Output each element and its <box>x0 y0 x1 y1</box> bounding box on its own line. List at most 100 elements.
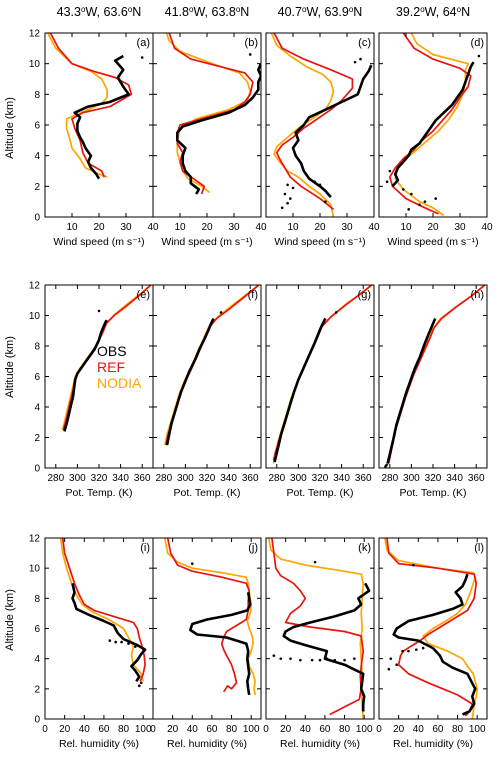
series-ref-line <box>166 538 251 693</box>
series-ref-line <box>61 538 146 682</box>
x-axis-label: Pot. Temp. (K) <box>174 487 241 499</box>
x-axis-label: Wind speed (m s⁻¹) <box>387 236 478 248</box>
x-tick-label: 280 <box>155 473 172 484</box>
series-obs-dot <box>385 180 389 184</box>
y-tick-label: 4 <box>34 403 40 414</box>
series-obs-dot <box>412 563 415 567</box>
panel-f: 280 300 320 340 360 (f) Pot. Temp. (K) <box>152 284 262 499</box>
ylabel-row-rh: Altitude (km) <box>4 589 16 651</box>
x-tick-label: 0 <box>263 724 269 735</box>
panel-letter: (f) <box>248 289 258 301</box>
legend-ref: REF <box>97 359 125 375</box>
x-tick-label: 10 <box>287 222 299 233</box>
y-tick-label: 10 <box>29 564 41 575</box>
column-title-1: 43.3oW, 63.6oN <box>57 5 142 20</box>
series-obs-dot <box>248 53 252 56</box>
x-tick-label: 40 <box>368 222 380 233</box>
panel-letter: (g) <box>358 289 371 301</box>
series-obs-dot <box>477 54 481 58</box>
series-obs-line <box>386 317 437 464</box>
series-obs-dot <box>353 657 356 660</box>
series-obs-dot <box>289 197 292 200</box>
series-obs-line <box>391 61 475 188</box>
panel-letter: (h) <box>471 289 484 301</box>
x-tick-label: 100 <box>135 724 152 735</box>
x-tick-label: 300 <box>290 473 307 484</box>
x-tick-label: 320 <box>91 473 108 484</box>
panel-letter: (b) <box>245 37 258 49</box>
y-tick-label: 4 <box>34 654 40 665</box>
x-tick-label: 100 <box>469 724 486 735</box>
series-obs-dot <box>114 640 117 644</box>
ylabel-row-wind: Altitude (km) <box>4 97 16 159</box>
series-obs-dot <box>291 186 295 190</box>
x-tick-label: 360 <box>134 473 151 484</box>
series-ref-line <box>273 33 354 210</box>
panel-letter: (e) <box>137 289 150 301</box>
series-obs-dot <box>134 645 137 648</box>
x-tick-label: 320 <box>312 473 329 484</box>
ylabel-row-theta: Altitude (km) <box>4 336 16 398</box>
y-tick-label: 2 <box>34 433 40 444</box>
y-tick-label: 4 <box>34 151 40 162</box>
x-tick-label: 20 <box>280 724 292 735</box>
series-ref-line <box>271 538 365 716</box>
series-obs-dot <box>407 208 411 211</box>
series-obs-dot <box>310 658 314 662</box>
series-obs-dot <box>402 188 405 191</box>
series-obs-dot <box>318 183 322 187</box>
x-tick-label: 360 <box>355 473 372 484</box>
x-axis-label: Rel. humidity (%) <box>167 738 247 750</box>
series-obs-dot <box>343 658 346 662</box>
x-tick-label: 60 <box>319 724 331 735</box>
column-title-2: 41.8oW, 63.8oN <box>165 5 250 20</box>
series-obs-dot <box>97 309 101 313</box>
series-obs-dot <box>283 192 287 196</box>
series-obs-dot <box>395 663 398 666</box>
x-axis-label: Rel. humidity (%) <box>59 738 139 750</box>
series-obs-dot <box>421 646 425 650</box>
x-tick-label: 340 <box>220 473 237 484</box>
panel-letter: (c) <box>358 37 371 49</box>
x-axis-label: Pot. Temp. (K) <box>287 487 354 499</box>
series-obs-dot <box>279 657 283 660</box>
x-axis-label: Rel. humidity (%) <box>280 738 360 750</box>
x-tick-label: 0 <box>150 724 156 735</box>
panel-letter: (d) <box>471 37 484 49</box>
panel-frame <box>265 284 375 469</box>
x-tick-label: 60 <box>432 724 444 735</box>
series-obs-dot <box>385 463 388 467</box>
y-tick-label: 2 <box>34 684 40 695</box>
series-obs-dot <box>388 169 392 173</box>
x-tick-label: 30 <box>341 222 353 233</box>
x-tick-label: 300 <box>177 473 194 484</box>
column-title-4: 39.2oW, 64oN <box>396 5 470 20</box>
y-tick-label: 12 <box>29 281 41 292</box>
column-titles: 43.3oW, 63.6oN 41.8oW, 63.8oN 40.7oW, 63.9… <box>57 5 470 20</box>
panel-c: 10 20 30 40 (c) Wind speed (m s⁻¹) <box>265 32 380 248</box>
series-obs-dot <box>389 657 393 660</box>
x-axis-label: Wind speed (m s⁻¹) <box>161 236 252 248</box>
series-obs-dot <box>190 562 194 565</box>
x-axis-label: Rel. humidity (%) <box>393 738 473 750</box>
x-tick-label: 0 <box>42 724 48 735</box>
y-tick-label: 12 <box>29 534 41 545</box>
panel-letter: (i) <box>140 542 150 554</box>
x-tick-label: 60 <box>98 724 110 735</box>
column-title-3: 40.7oW, 63.9oN <box>278 5 363 20</box>
x-tick-label: 320 <box>199 473 216 484</box>
series-nodia-line <box>270 33 335 217</box>
y-tick-label: 10 <box>29 311 41 322</box>
series-obs-dot <box>334 311 338 314</box>
x-axis-label: Pot. Temp. (K) <box>400 487 467 499</box>
series-obs-dot <box>359 57 362 61</box>
x-tick-label: 280 <box>47 473 64 484</box>
series-obs-dot <box>318 658 322 662</box>
series-obs-dot <box>219 311 223 314</box>
series-obs-line <box>73 54 130 180</box>
series-obs-line <box>176 63 261 195</box>
x-tick-label: 340 <box>446 473 463 484</box>
series-obs-line <box>282 582 371 712</box>
series-obs-dot <box>313 560 317 564</box>
